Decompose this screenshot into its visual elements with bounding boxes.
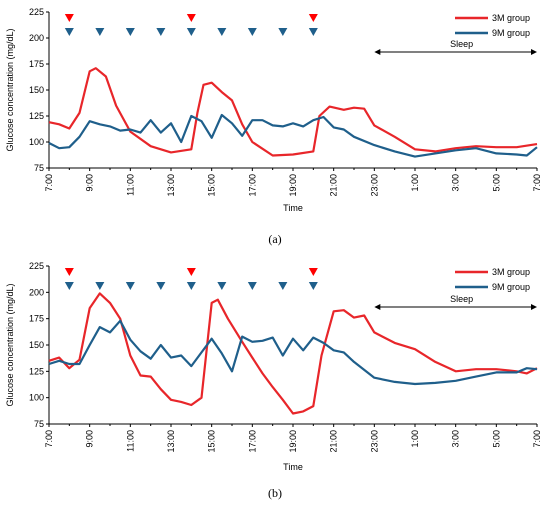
x-tick-label: 5:00	[491, 174, 501, 192]
y-axis-label: Glucose concentration (mg/dL)	[5, 283, 15, 406]
y-tick-label: 75	[34, 163, 44, 173]
meal-marker-3m	[64, 268, 74, 276]
meal-marker-9m	[278, 28, 288, 36]
x-tick-label: 15:00	[207, 430, 217, 453]
meal-marker-9m	[125, 28, 135, 36]
meal-marker-9m	[156, 282, 166, 290]
legend-label: 9M group	[492, 28, 530, 38]
sleep-arrow-head-right	[531, 304, 537, 310]
x-tick-label: 1:00	[410, 174, 420, 192]
x-tick-label: 3:00	[451, 430, 461, 448]
x-tick-label: 17:00	[247, 430, 257, 453]
meal-marker-9m	[308, 28, 318, 36]
y-tick-label: 175	[29, 314, 44, 324]
x-tick-label: 23:00	[369, 430, 379, 453]
meal-marker-3m	[186, 268, 196, 276]
meal-marker-9m	[186, 282, 196, 290]
meal-marker-9m	[278, 282, 288, 290]
y-tick-label: 225	[29, 7, 44, 17]
meal-marker-3m	[308, 14, 318, 22]
panel-label: (b)	[268, 486, 282, 500]
x-tick-label: 7:00	[44, 174, 54, 192]
x-tick-label: 13:00	[166, 430, 176, 453]
panel-label: (a)	[268, 232, 281, 246]
x-tick-label: 7:00	[44, 430, 54, 448]
x-tick-label: 21:00	[329, 174, 339, 197]
x-tick-label: 17:00	[247, 174, 257, 197]
meal-marker-9m	[308, 282, 318, 290]
chart-panel-a: 75 100 125 150 175 200 225 7:00 9:00 11:00 13:00 15…	[5, 7, 542, 246]
series-line-3m	[48, 292, 538, 415]
meal-marker-9m	[247, 28, 257, 36]
legend-label: 9M group	[492, 282, 530, 292]
y-tick-label: 150	[29, 85, 44, 95]
series-line-9m	[48, 113, 538, 158]
legend-label: 3M group	[492, 13, 530, 23]
x-tick-label: 11:00	[125, 430, 135, 452]
x-tick-label: 15:00	[207, 174, 217, 197]
meal-marker-9m	[64, 282, 74, 290]
sleep-arrow-head-left	[374, 304, 381, 310]
x-tick-label: 11:00	[125, 174, 135, 196]
meal-marker-9m	[95, 282, 105, 290]
meal-marker-9m	[125, 282, 135, 290]
y-axis-label: Glucose concentration (mg/dL)	[5, 28, 15, 151]
y-tick-label: 150	[29, 340, 44, 350]
sleep-label: Sleep	[450, 39, 473, 49]
legend-label: 3M group	[492, 267, 530, 277]
x-tick-label: 19:00	[288, 174, 298, 197]
meal-marker-9m	[247, 282, 257, 290]
meal-marker-9m	[64, 28, 74, 36]
meal-marker-9m	[186, 28, 196, 36]
series-line-9m	[48, 319, 538, 386]
x-tick-label: 9:00	[85, 174, 95, 192]
x-tick-label: 7:00	[532, 174, 542, 192]
x-tick-label: 23:00	[369, 174, 379, 197]
x-tick-label: 21:00	[329, 430, 339, 453]
x-tick-label: 13:00	[166, 174, 176, 197]
y-tick-label: 225	[29, 261, 44, 271]
y-tick-label: 100	[29, 393, 44, 403]
meal-marker-9m	[95, 28, 105, 36]
chart-panel-b: 75 100 125 150 175 200 225 7:00 9:00 11:00 13:00 15…	[5, 261, 542, 500]
x-tick-label: 19:00	[288, 430, 298, 453]
y-tick-label: 100	[29, 137, 44, 147]
meal-marker-3m	[308, 268, 318, 276]
x-tick-label: 9:00	[85, 430, 95, 448]
meal-marker-3m	[186, 14, 196, 22]
meal-marker-9m	[156, 28, 166, 36]
series-line-3m	[48, 67, 538, 157]
y-tick-label: 125	[29, 111, 44, 121]
meal-marker-3m	[64, 14, 74, 22]
x-tick-label: 5:00	[491, 430, 501, 448]
x-tick-label: 3:00	[451, 174, 461, 192]
y-tick-label: 175	[29, 59, 44, 69]
y-tick-label: 75	[34, 419, 44, 429]
sleep-arrow-head-left	[374, 49, 381, 55]
y-tick-label: 125	[29, 366, 44, 376]
y-tick-label: 200	[29, 33, 44, 43]
x-axis-label: Time	[283, 462, 303, 472]
x-tick-label: 1:00	[410, 430, 420, 448]
meal-marker-9m	[217, 28, 227, 36]
sleep-arrow-head-right	[531, 49, 537, 55]
x-tick-label: 7:00	[532, 430, 542, 448]
x-axis-label: Time	[283, 203, 303, 213]
y-tick-label: 200	[29, 287, 44, 297]
sleep-label: Sleep	[450, 294, 473, 304]
meal-marker-9m	[217, 282, 227, 290]
